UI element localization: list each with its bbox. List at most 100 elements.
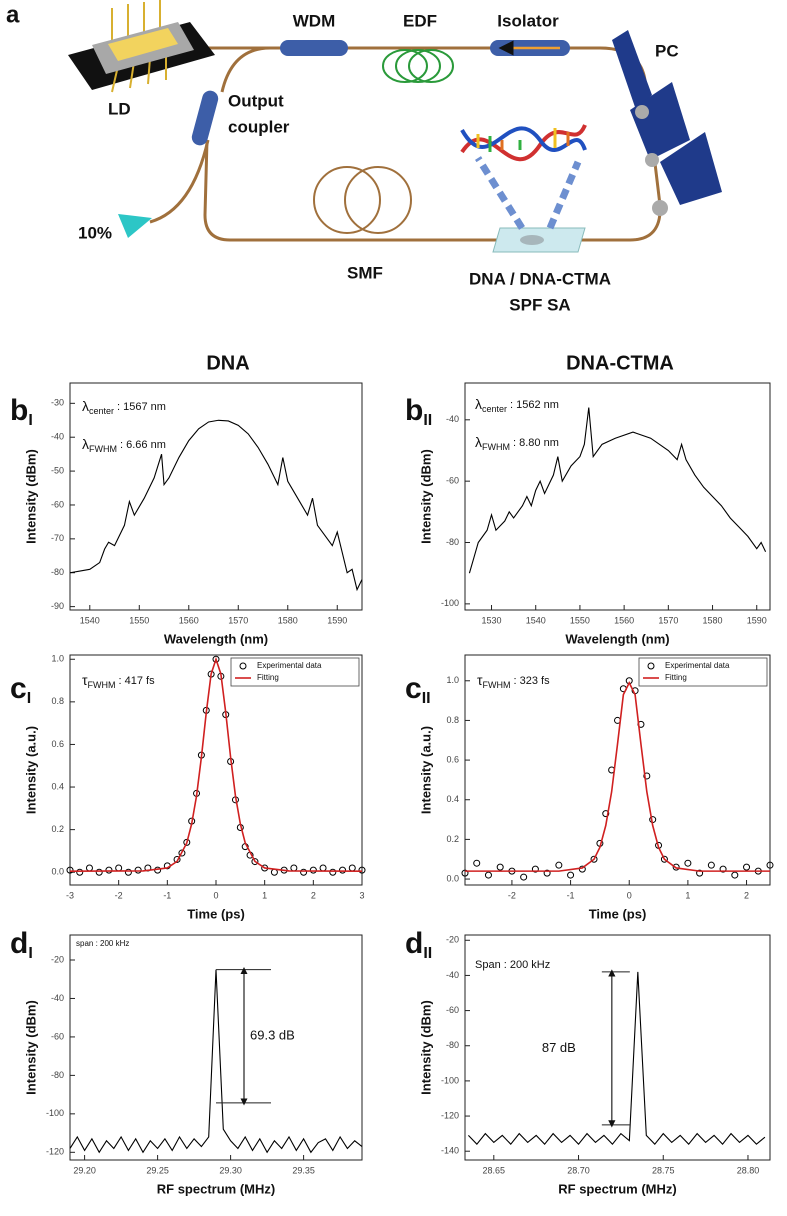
annotation-text: : 323 fs bbox=[514, 675, 551, 687]
annotation-text: span : 200 kHz bbox=[76, 939, 129, 948]
legend-marker bbox=[647, 662, 655, 670]
annotation-subscript: FWHM bbox=[483, 680, 511, 690]
label: coupler bbox=[228, 117, 290, 136]
annotation-symbol: λ bbox=[82, 398, 89, 414]
x-tick-label: 1550 bbox=[129, 615, 149, 625]
label: PC bbox=[655, 41, 679, 60]
x-tick-label: 28.65 bbox=[483, 1165, 506, 1175]
snr-label: 87 dB bbox=[542, 1040, 576, 1055]
data-point bbox=[484, 871, 492, 879]
legend-label: Fitting bbox=[257, 673, 279, 682]
column-heading: DNA-CTMA bbox=[566, 352, 674, 374]
data-point bbox=[543, 869, 551, 877]
plot-frame bbox=[69, 934, 363, 1161]
x-tick-label: 28.70 bbox=[567, 1165, 590, 1175]
annotation: τFWHM: 323 fs bbox=[477, 672, 550, 691]
label: 10% bbox=[78, 223, 112, 242]
y-tick-label: -80 bbox=[51, 567, 64, 577]
data-point bbox=[105, 866, 113, 874]
data-line bbox=[69, 969, 363, 1154]
x-tick-label: -2 bbox=[508, 890, 516, 900]
panel-subscript: I bbox=[27, 690, 31, 707]
plot-frame bbox=[464, 654, 771, 886]
y-tick-label: 0.0 bbox=[446, 873, 459, 883]
y-tick-label: -40 bbox=[51, 432, 64, 442]
annotation: λFWHM: 8.80 nm bbox=[475, 434, 559, 453]
x-tick-label: 1570 bbox=[228, 615, 248, 625]
data-point bbox=[300, 868, 308, 876]
data-line bbox=[69, 656, 363, 872]
y-tick-label: -80 bbox=[446, 1040, 459, 1050]
data-point bbox=[520, 873, 528, 881]
label: Isolator bbox=[497, 11, 559, 30]
data-point bbox=[339, 866, 347, 874]
x-tick-label: 1540 bbox=[526, 615, 546, 625]
x-tick-label: 28.80 bbox=[737, 1165, 760, 1175]
data-point bbox=[719, 865, 727, 873]
y-tick-label: 0.2 bbox=[446, 834, 459, 844]
y-tick-label: -60 bbox=[446, 1005, 459, 1015]
data-point bbox=[251, 858, 259, 866]
panel-subscript: I bbox=[28, 945, 32, 962]
y-tick-label: -60 bbox=[51, 499, 64, 509]
x-tick-label: 1540 bbox=[80, 615, 100, 625]
x-tick-label: 1590 bbox=[327, 615, 347, 625]
y-tick-label: -120 bbox=[441, 1110, 459, 1120]
annotation-subscript: FWHM bbox=[482, 442, 510, 452]
plot-frame bbox=[69, 382, 363, 611]
x-tick-label: 1550 bbox=[570, 615, 590, 625]
data-point bbox=[473, 859, 481, 867]
label: SMF bbox=[347, 263, 383, 282]
panel-label: dII bbox=[405, 927, 432, 962]
y-axis-label: Intensity (a.u.) bbox=[418, 726, 433, 814]
data-point bbox=[731, 871, 739, 879]
label: SPF SA bbox=[509, 295, 570, 314]
setup-diagram bbox=[68, 0, 722, 253]
panel-label: bI bbox=[10, 394, 33, 429]
y-tick-label: -120 bbox=[46, 1147, 64, 1157]
x-tick-label: 29.25 bbox=[146, 1165, 169, 1175]
data-point bbox=[348, 864, 356, 872]
data-point bbox=[212, 655, 220, 663]
data-point bbox=[309, 866, 317, 874]
data-point bbox=[531, 865, 539, 873]
y-tick-label: -20 bbox=[51, 954, 64, 964]
y-tick-label: 0.4 bbox=[446, 794, 459, 804]
x-tick-label: -1 bbox=[567, 890, 575, 900]
x-tick-label: -2 bbox=[115, 890, 123, 900]
panel-letter: c bbox=[10, 672, 27, 705]
x-tick-label: 1560 bbox=[179, 615, 199, 625]
panel-letter: d bbox=[10, 927, 28, 960]
legend-label: Experimental data bbox=[257, 661, 322, 670]
data-point bbox=[319, 864, 327, 872]
data-point bbox=[66, 866, 74, 874]
x-axis-label: RF spectrum (MHz) bbox=[558, 1181, 676, 1196]
data-line bbox=[69, 419, 363, 592]
legend-label: Experimental data bbox=[665, 661, 730, 670]
y-tick-label: 0.8 bbox=[51, 696, 64, 706]
x-axis-label: Time (ps) bbox=[589, 906, 647, 921]
data-point bbox=[672, 863, 680, 871]
label: EDF bbox=[403, 11, 437, 30]
panel-label: a bbox=[6, 1, 20, 28]
x-tick-label: -3 bbox=[66, 890, 74, 900]
data-point bbox=[766, 861, 774, 869]
y-tick-label: 1.0 bbox=[446, 675, 459, 685]
annotation: λcenter: 1562 nm bbox=[475, 396, 559, 415]
y-tick-label: 0.6 bbox=[446, 754, 459, 764]
y-axis-label: Intensity (a.u.) bbox=[23, 726, 38, 814]
annotation-text: : 8.80 nm bbox=[513, 437, 559, 449]
y-tick-label: -70 bbox=[51, 533, 64, 543]
data-point bbox=[696, 869, 704, 877]
y-tick-label: 0.0 bbox=[51, 867, 64, 877]
annotation-symbol: τ bbox=[82, 672, 88, 688]
label: DNA / DNA-CTMA bbox=[469, 269, 611, 288]
y-tick-label: -40 bbox=[51, 993, 64, 1003]
x-tick-label: 28.75 bbox=[652, 1165, 675, 1175]
data-point bbox=[173, 855, 181, 863]
x-tick-label: 1590 bbox=[747, 615, 767, 625]
panel-label: cII bbox=[405, 672, 431, 707]
y-tick-label: -90 bbox=[51, 601, 64, 611]
data-point bbox=[567, 871, 575, 879]
